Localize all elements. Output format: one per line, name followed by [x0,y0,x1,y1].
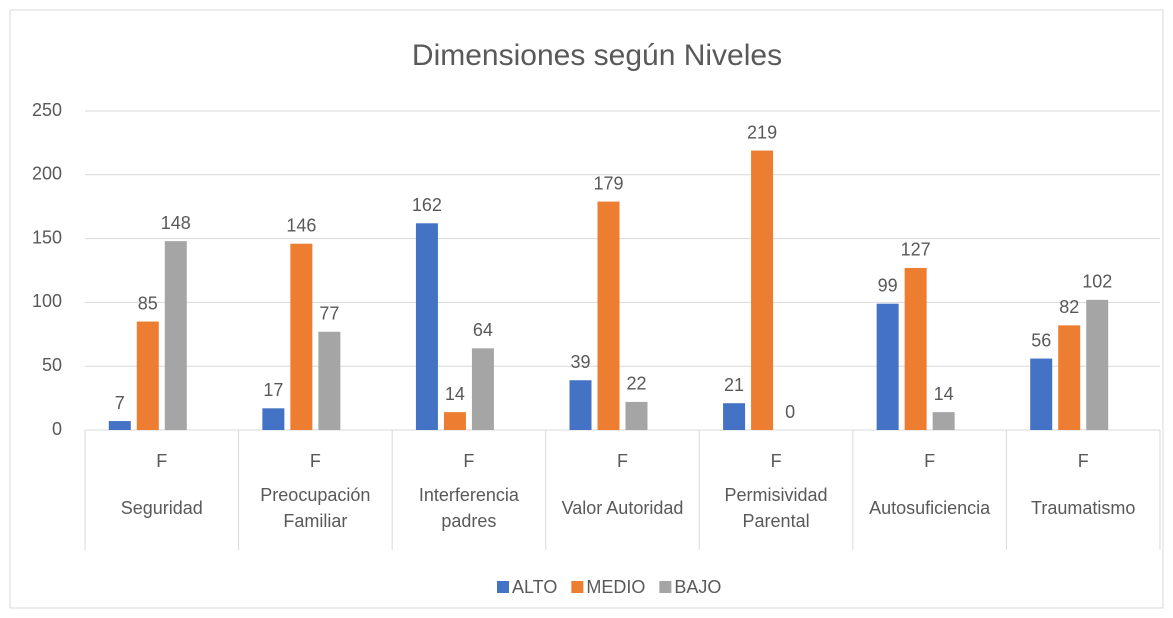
bar [108,421,131,430]
data-label: 14 [934,384,954,404]
category-label: Interferencia padres [418,485,519,531]
category-label: Autosuficiencia [869,498,991,518]
y-tick-label: 0 [52,419,62,439]
bar [318,331,341,430]
data-label: 77 [319,303,339,323]
data-label: 56 [1031,330,1051,350]
bar [876,303,899,430]
data-label: 85 [138,293,158,313]
data-label: 179 [593,173,623,193]
bar [625,401,648,430]
category-label: Traumatismo [1031,498,1136,518]
inner-category-label: F [617,451,628,471]
bar [164,241,187,430]
bar [290,243,313,430]
data-label: 146 [286,215,316,235]
data-label: 99 [878,275,898,295]
bar [471,348,494,430]
category-label: Valor Autoridad [561,498,684,518]
inner-category-label: F [310,451,321,471]
data-label: 127 [901,240,931,260]
legend-swatch [659,581,672,593]
data-label: 162 [412,195,442,215]
inner-category-label: F [156,451,167,471]
bar [569,380,592,430]
inner-category-label: F [1078,451,1089,471]
data-label: 21 [724,375,744,395]
data-label: 14 [445,384,465,404]
bar [751,150,774,430]
inner-category-label: F [771,451,782,471]
data-label: 148 [161,213,191,233]
bar [723,403,746,430]
bar [932,412,955,430]
bar [904,267,927,430]
bar [1058,325,1081,430]
legend-label: BAJO [674,577,721,597]
data-label: 82 [1059,297,1079,317]
bar [262,408,285,430]
data-label: 64 [473,320,493,340]
data-label: 102 [1082,272,1112,292]
inner-category-label: F [924,451,935,471]
y-tick-label: 250 [32,100,62,120]
y-tick-label: 200 [32,164,62,184]
legend-label: MEDIO [586,577,645,597]
data-label: 17 [263,380,283,400]
data-label: 0 [785,402,795,422]
category-label: Preocupación Familiar [260,485,371,531]
legend-swatch [571,581,584,593]
data-label: 39 [570,352,590,372]
bar [597,201,620,430]
bar [1086,299,1109,430]
legend-label: ALTO [512,577,557,597]
data-label: 219 [747,122,777,142]
inner-category-label: F [463,451,474,471]
bar [136,321,159,430]
chart-border [9,9,1164,609]
category-label: Permisividad Parental [724,485,828,531]
bar [1030,358,1053,430]
bar [415,223,438,430]
category-label: Seguridad [120,498,203,518]
y-tick-label: 150 [32,227,62,247]
chart-title: Dimensiones según Niveles [412,39,782,72]
bar [443,412,466,430]
data-label: 22 [626,374,646,394]
data-label: 7 [115,393,125,413]
y-tick-label: 50 [42,355,62,375]
y-tick-label: 100 [32,291,62,311]
legend-swatch [497,581,509,593]
